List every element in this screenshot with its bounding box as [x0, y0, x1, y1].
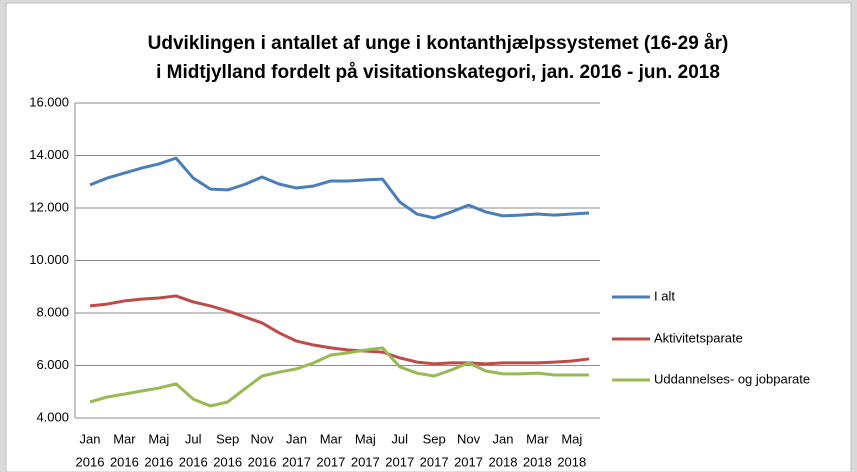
x-tick-label: Mar: [320, 431, 343, 446]
x-tick-label: Maj: [561, 431, 582, 446]
x-tick-label: Jan: [286, 431, 307, 446]
x-tick-label: 2017: [385, 454, 414, 469]
x-tick-label: 2017: [454, 454, 483, 469]
x-tick-label: 2017: [420, 454, 449, 469]
x-tick-label: 2018: [557, 454, 586, 469]
legend-label: Uddannelses- og jobparate: [654, 371, 810, 386]
y-tick-label: 6.000: [36, 357, 69, 372]
chart-title: Udviklingen i antallet af unge i kontant…: [148, 33, 729, 54]
x-tick-label: Nov: [251, 431, 275, 446]
legend-label: Aktivitetsparate: [654, 330, 743, 345]
x-tick-label: Mar: [526, 431, 549, 446]
series-line: [89, 156, 590, 220]
x-tick-label: 2018: [489, 454, 518, 469]
y-tick-label: 16.000: [29, 94, 69, 109]
x-tick-label: Sep: [423, 431, 446, 446]
x-tick-label: 2016: [76, 454, 105, 469]
x-tick-label: Jan: [80, 431, 101, 446]
y-tick-label: 12.000: [29, 199, 69, 214]
x-tick-label: Maj: [148, 431, 169, 446]
x-tick-label: 2016: [179, 454, 208, 469]
y-tick-label: 14.000: [29, 147, 69, 162]
x-tick-label: Sep: [216, 431, 239, 446]
x-tick-label: 2016: [248, 454, 277, 469]
legend-label: I alt: [654, 288, 675, 303]
x-tick-label: Jul: [391, 431, 408, 446]
x-tick-label: 2016: [144, 454, 173, 469]
x-tick-label: Mar: [113, 431, 136, 446]
x-tick-label: 2017: [351, 454, 380, 469]
x-tick-label: Maj: [355, 431, 376, 446]
x-tick-label: 2018: [523, 454, 552, 469]
y-tick-label: 8.000: [36, 304, 69, 319]
chart-area: [5, 2, 852, 472]
x-tick-label: 2017: [282, 454, 311, 469]
x-tick-label: Jan: [492, 431, 513, 446]
series-line: [89, 346, 589, 408]
y-tick-label: 10.000: [29, 252, 69, 267]
x-tick-label: Jul: [185, 431, 202, 446]
x-tick-label: Nov: [457, 431, 481, 446]
y-tick-label: 4.000: [36, 409, 69, 424]
series-line: [89, 294, 590, 366]
chart-title: i Midtjylland fordelt på visitationskate…: [156, 62, 720, 83]
x-tick-label: 2016: [213, 454, 242, 469]
x-tick-label: 2016: [110, 454, 139, 469]
x-tick-label: 2017: [316, 454, 345, 469]
